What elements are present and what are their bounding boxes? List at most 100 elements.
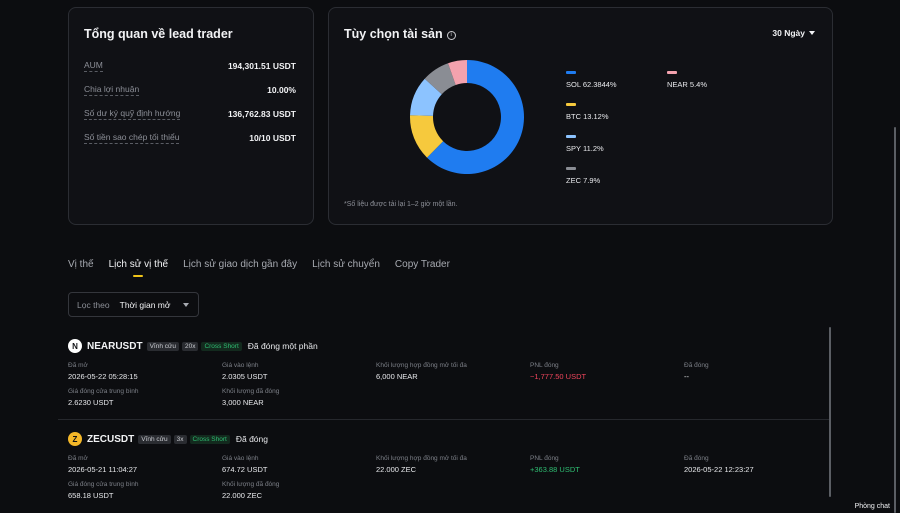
field-value: 3,000 NEAR [222,398,264,407]
min-copy-value: 10/10 USDT [249,133,296,143]
field-label: Khối lượng đã đóng [222,388,280,395]
legend-item-near: NEAR 5.4% [667,71,707,89]
near-coin-icon: N [68,339,82,353]
position-symbol[interactable]: NEARUSDT [87,340,143,352]
position-header: N NEARUSDT Vĩnh cửu 20x Cross Short Đã đ… [68,339,828,353]
closed-volume-field: Khối lượng đã đóng 22.000 ZEC [222,481,279,500]
period-value: 30 Ngày [772,28,805,38]
donut-slice-spy[interactable] [410,78,442,116]
position-status: Đã đóng một phần [247,341,318,351]
period-dropdown[interactable]: 30 Ngày [772,28,815,38]
legend-swatch [566,135,576,138]
closed-pnl-field: PNL đóng −1,777.50 USDT [530,362,586,381]
margin-balance-label[interactable]: Số dư ký quỹ định hướng [84,108,181,120]
position-header: Z ZECUSDT Vĩnh cửu 3x Cross Short Đã đón… [68,432,828,446]
chat-room-button[interactable]: Phòng chat [854,503,890,510]
tab-transfer-history[interactable]: Lịch sử chuyển [312,259,380,270]
profit-share-label[interactable]: Chia lợi nhuận [84,84,140,96]
field-value: 2026-05-22 12:23:27 [684,465,754,474]
donut-slice-zec[interactable] [424,63,456,95]
donut-slice-btc[interactable] [410,115,444,158]
tab-positions[interactable]: Vị thế [68,259,94,270]
field-value: -- [684,372,689,381]
field-label: Đã đóng [684,362,709,369]
max-volume-field: Khối lượng hợp đồng mở tối đa 6,000 NEAR [376,362,467,381]
leverage-tag: 20x [181,341,199,351]
field-label: Khối lượng hợp đồng mở tối đa [376,455,467,462]
field-label: Giá vào lệnh [222,455,259,462]
avg-close-field: Giá đóng cửa trung bình 2.6230 USDT [68,388,138,407]
zec-coin-icon: Z [68,432,82,446]
legend-swatch [667,71,677,74]
overview-row-margin: Số dư ký quỹ định hướng 136,762.83 USDT [84,108,296,120]
donut-slice-near[interactable] [448,60,467,85]
field-value: 22.000 ZEC [222,491,263,500]
margin-balance-value: 136,762.83 USDT [227,109,296,119]
field-value: 6,000 NEAR [376,372,418,381]
closed-volume-field: Khối lượng đã đóng 3,000 NEAR [222,388,279,407]
refresh-note: *Số liệu được tải lại 1–2 giờ một lần. [344,201,458,208]
aum-label[interactable]: AUM [84,60,103,72]
min-copy-label[interactable]: Số tiền sao chép tối thiểu [84,132,180,144]
field-label: Giá vào lệnh [222,362,259,369]
overview-title: Tổng quan về lead trader [84,27,233,41]
field-value: 674.72 USDT [222,465,268,474]
entry-price-field: Giá vào lệnh 2.0305 USDT [222,362,267,381]
avg-close-field: Giá đóng cửa trung bình 658.18 USDT [68,481,138,500]
field-label: PNL đóng [530,455,559,462]
position-row-zec: Z ZECUSDT Vĩnh cửu 3x Cross Short Đã đón… [68,432,828,500]
tab-recent-trades[interactable]: Lịch sử giao dịch gần đây [183,259,298,270]
donut-slice-sol[interactable] [426,60,524,174]
legend-item-spy: SPY 11.2% [566,135,604,153]
tab-copy-trader[interactable]: Copy Trader [394,259,450,270]
overview-row-profit-share: Chia lợi nhuận 10.00% [84,84,296,96]
legend-label: SPY 11.2% [566,144,604,153]
field-value: 22.000 ZEC [376,465,417,474]
filter-value: Thời gian mở [119,299,171,310]
assets-title: Tùy chọn tài sản i [344,27,456,41]
field-value: +363.88 USDT [530,465,580,474]
contract-type-tag: Vĩnh cửu [138,434,171,444]
closed-time-field: Đã đóng 2026-05-22 12:23:27 [684,455,754,474]
position-symbol[interactable]: ZECUSDT [87,433,135,445]
field-label: Đã mở [68,455,88,462]
opened-field: Đã mở 2026-05-22 05:28:15 [68,362,138,381]
lead-trader-overview-card: Tổng quan về lead trader AUM 194,301.51 … [68,7,314,225]
contract-type-tag: Vĩnh cửu [146,341,179,351]
profit-share-value: 10.00% [267,85,296,95]
field-label: Khối lượng đã đóng [222,481,280,488]
field-label: PNL đóng [530,362,559,369]
field-label: Khối lượng hợp đồng mở tối đa [376,362,467,369]
field-value: −1,777.50 USDT [530,372,587,381]
overview-row-aum: AUM 194,301.51 USDT [84,60,296,72]
legend-item-zec: ZEC 7.9% [566,167,600,185]
tab-position-history[interactable]: Lịch sử vị thế [108,259,169,277]
field-label: Giá đóng cửa trung bình [68,388,139,395]
legend-label: SOL 62.3844% [566,80,617,89]
position-row-near: N NEARUSDT Vĩnh cửu 20x Cross Short Đã đ… [68,339,828,407]
position-status: Đã đóng [235,434,268,444]
list-scrollbar[interactable] [829,327,831,497]
legend-swatch [566,167,576,170]
legend-item-sol: SOL 62.3844% [566,71,617,89]
chevron-down-icon [183,302,190,307]
page-scrollbar[interactable] [894,127,896,513]
entry-price-field: Giá vào lệnh 674.72 USDT [222,455,267,474]
max-volume-field: Khối lượng hợp đồng mở tối đa 22.000 ZEC [376,455,467,474]
field-value: 2026-05-21 11:04:27 [68,465,138,474]
overview-row-min-copy: Số tiền sao chép tối thiểu 10/10 USDT [84,132,296,144]
legend-swatch [566,103,576,106]
history-tabs: Vị thế Lịch sử vị thế Lịch sử giao dịch … [68,259,465,277]
closed-time-field: Đã đóng -- [684,362,709,381]
field-label: Đã mở [68,362,88,369]
margin-mode-tag: Cross Short [189,434,230,444]
field-value: 658.18 USDT [68,491,114,500]
assets-title-text: Tùy chọn tài sản [344,27,443,41]
info-icon[interactable]: i [446,31,456,40]
legend-item-btc: BTC 13.12% [566,103,609,121]
filter-label: Lọc theo [77,299,110,310]
field-value: 2.6230 USDT [68,398,114,407]
filter-dropdown[interactable]: Lọc theo Thời gian mở [68,292,199,317]
row-divider [58,419,830,420]
field-value: 2.0305 USDT [222,372,268,381]
